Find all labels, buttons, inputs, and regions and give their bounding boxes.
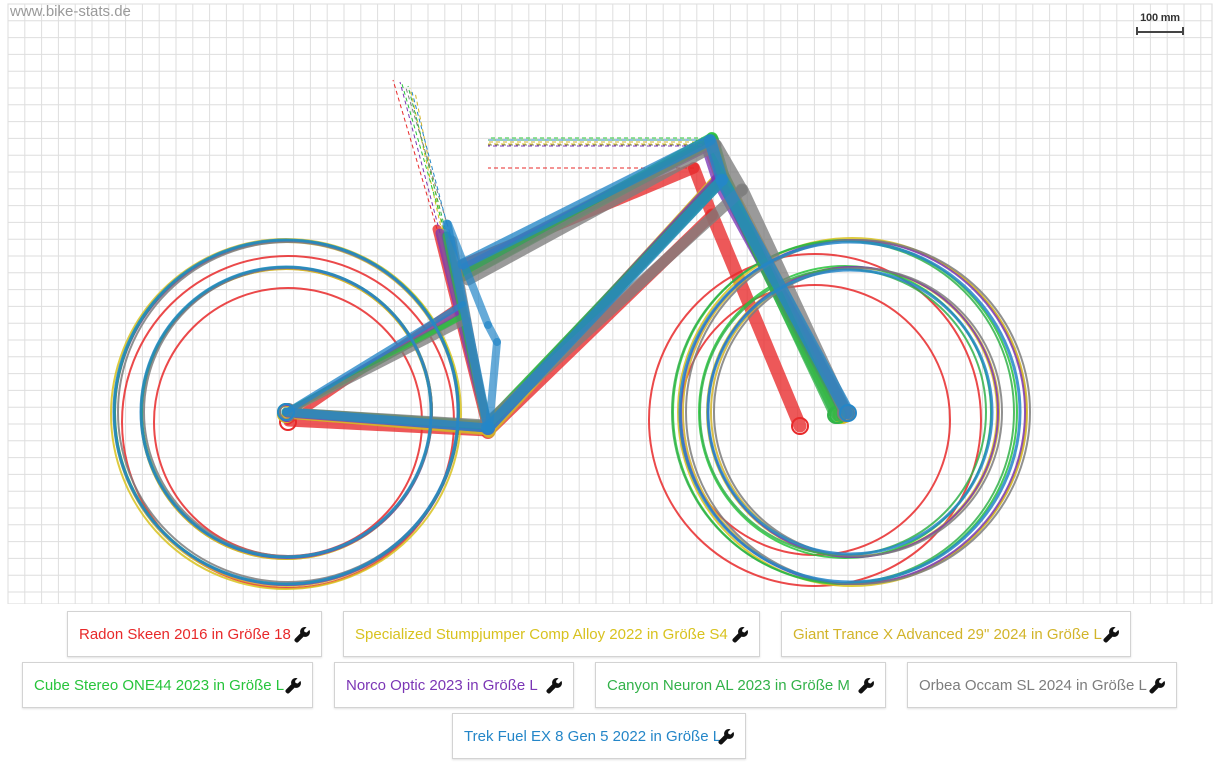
wheel-radon xyxy=(648,253,982,587)
wrench-icon[interactable] xyxy=(1148,677,1166,695)
saddle-line-trek xyxy=(411,91,448,225)
wrench-icon[interactable] xyxy=(545,677,563,695)
legend-item-trek[interactable]: Trek Fuel EX 8 Gen 5 2022 in Größe L xyxy=(452,713,746,759)
seatstay-trek xyxy=(283,301,466,415)
legend-item-cube[interactable]: Cube Stereo ONE44 2023 in Größe L xyxy=(22,662,313,708)
wheel-trek xyxy=(139,265,433,559)
bike-legend: Radon Skeen 2016 in Größe 18 Specialized… xyxy=(0,604,1215,771)
saddle-line-specialized xyxy=(409,87,443,233)
bike-overlays xyxy=(110,79,1031,590)
fork-radon xyxy=(705,208,807,433)
legend-label: Trek Fuel EX 8 Gen 5 2022 in Größe L xyxy=(464,727,722,745)
scale-bar: 100 mm xyxy=(1134,12,1186,36)
fork-trek xyxy=(715,173,855,420)
wheel-trek xyxy=(678,240,1022,584)
scale-bar-line xyxy=(1136,31,1184,33)
head-tube-orbea xyxy=(710,139,748,196)
legend-item-orbea[interactable]: Orbea Occam SL 2024 in Größe L xyxy=(907,662,1177,708)
legend-label: Cube Stereo ONE44 2023 in Größe L xyxy=(34,676,285,694)
geometry-canvas xyxy=(7,3,1213,604)
seatstay-orbea xyxy=(285,317,471,415)
scale-bar-label: 100 mm xyxy=(1140,12,1180,24)
front-axle-radon xyxy=(791,417,809,435)
wrench-icon[interactable] xyxy=(731,626,749,644)
front-axle-trek xyxy=(839,404,857,422)
saddle-line-radon xyxy=(392,79,438,230)
legend-label: Radon Skeen 2016 in Größe 18 xyxy=(79,625,291,643)
legend-label: Giant Trance X Advanced 29" 2024 in Größ… xyxy=(793,625,1102,643)
rear-axle-trek xyxy=(277,403,295,421)
wheel-trek xyxy=(706,268,994,556)
legend-label: Orbea Occam SL 2024 in Größe L xyxy=(919,676,1147,694)
legend-item-giant[interactable]: Giant Trance X Advanced 29" 2024 in Größ… xyxy=(781,611,1131,657)
wheel-orbea xyxy=(713,267,1003,557)
top-tube-orbea xyxy=(462,139,722,286)
wheel-trek xyxy=(112,238,460,586)
top-tube-trek xyxy=(457,134,716,270)
geometry-view: www.bike-stats.de 100 mm xyxy=(7,3,1213,604)
wrench-icon[interactable] xyxy=(717,728,735,746)
saddle-line-orbea xyxy=(405,87,453,241)
legend-item-specialized[interactable]: Specialized Stumpjumper Comp Alloy 2022 … xyxy=(343,611,760,657)
head-tube-trek xyxy=(704,134,728,186)
saddle-line-cube xyxy=(401,83,447,237)
rocker-link-trek xyxy=(485,338,501,432)
scale-bar-tick xyxy=(1182,27,1184,35)
legend-label: Norco Optic 2023 in Größe L xyxy=(346,676,538,694)
legend-item-norco[interactable]: Norco Optic 2023 in Größe L xyxy=(334,662,574,708)
legend-label: Canyon Neuron AL 2023 in Größe M xyxy=(607,676,850,694)
watermark: www.bike-stats.de xyxy=(10,3,131,20)
scale-bar-tick xyxy=(1136,27,1138,35)
wrench-icon[interactable] xyxy=(293,626,311,644)
wheel-orbea xyxy=(685,239,1031,585)
legend-item-canyon[interactable]: Canyon Neuron AL 2023 in Größe M xyxy=(595,662,886,708)
wrench-icon[interactable] xyxy=(1102,626,1120,644)
bike-overlay-trek xyxy=(112,91,1022,586)
wrench-icon[interactable] xyxy=(284,677,302,695)
rocker-link-trek xyxy=(444,220,492,329)
legend-item-radon[interactable]: Radon Skeen 2016 in Größe 18 xyxy=(67,611,322,657)
chainstay-trek xyxy=(281,407,493,433)
seat-tube-trek xyxy=(442,219,493,433)
legend-label: Specialized Stumpjumper Comp Alloy 2022 … xyxy=(355,625,728,643)
saddle-line-canyon xyxy=(407,85,448,237)
grid xyxy=(7,3,1213,604)
down-tube-trek xyxy=(482,174,728,434)
saddle-line-norco xyxy=(399,81,441,234)
wrench-icon[interactable] xyxy=(857,677,875,695)
